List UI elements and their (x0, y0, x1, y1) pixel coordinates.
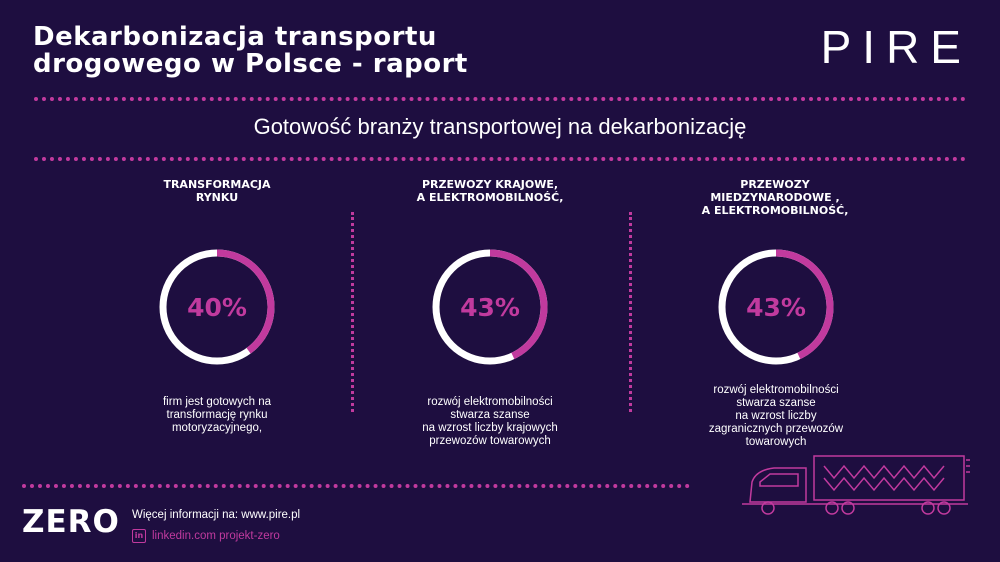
stat-description-2: rozwój elektromobilności stwarza szanse … (390, 396, 590, 448)
donut-value-arc (432, 249, 548, 365)
donut-svg (718, 249, 834, 365)
description-line: stwarza szanse (736, 397, 816, 409)
info-text: Więcej informacji na: www.pire.pl (132, 509, 301, 521)
page-title: Dekarbonizacja transportu drogowego w Po… (33, 24, 653, 78)
description-line: rozwój elektromobilności (713, 384, 839, 396)
linkedin-link[interactable]: in linkedin.com projekt-zero (132, 529, 280, 543)
stat-heading-line: A ELEKTROMOBILNOŚĆ, (416, 191, 564, 204)
divider-middle (34, 157, 966, 161)
stat-heading-line: A ELEKTROMOBILNOŚĆ, (701, 204, 849, 217)
donut-chart-2: 43% (428, 245, 552, 369)
description-line: przewozów towarowych (429, 435, 551, 447)
column-separator-2 (629, 212, 632, 412)
stat-column-1: TRANSFORMACJA RYNKU (82, 178, 352, 218)
donut-value-arc (718, 249, 834, 365)
column-separator-1 (351, 212, 354, 412)
stat-heading-line: MIEDZYNARODOWE , (710, 191, 840, 204)
stat-column-3: PRZEWOZY MIEDZYNARODOWE , A ELEKTROMOBIL… (640, 178, 910, 226)
linkedin-text: linkedin.com projekt-zero (152, 530, 280, 542)
stat-description-1: firm jest gotowych na transformację rynk… (117, 396, 317, 435)
description-line: motoryzacyjnego, (171, 422, 263, 434)
stat-column-2: PRZEWOZY KRAJOWE, A ELEKTROMOBILNOŚĆ, (355, 178, 625, 218)
description-line: stwarza szanse (450, 409, 530, 421)
description-line: firm jest gotowych na (162, 396, 271, 408)
stat-value: 43% (460, 292, 520, 322)
description-line: na wzrost liczby (735, 410, 817, 422)
stat-heading-line: TRANSFORMACJA (163, 178, 271, 191)
description-line: transformację rynku (166, 409, 268, 421)
pire-logo: PIRE (820, 21, 972, 73)
description-line: zagranicznych przewozów (708, 423, 844, 435)
stat-heading: PRZEWOZY KRAJOWE, A ELEKTROMOBILNOŚĆ, (355, 178, 625, 218)
stat-heading-line: PRZEWOZY KRAJOWE, (421, 178, 559, 191)
donut-svg (432, 249, 548, 365)
stat-value: 43% (746, 292, 806, 322)
electric-truck-icon (742, 455, 970, 515)
divider-top (34, 97, 966, 101)
donut-chart-3: 43% (714, 245, 838, 369)
stat-description-3: rozwój elektromobilności stwarza szanse … (676, 384, 876, 449)
description-line: rozwój elektromobilności (427, 396, 553, 408)
section-subtitle: Gotowość branży transportowej na dekarbo… (253, 114, 747, 139)
stat-heading: TRANSFORMACJA RYNKU (82, 178, 352, 218)
stat-heading-line: PRZEWOZY (740, 178, 810, 191)
stat-heading-line: RYNKU (195, 191, 239, 204)
description-line: na wzrost liczby krajowych (422, 422, 558, 434)
zero-logo: ZERO (22, 504, 120, 540)
description-line: towarowych (745, 436, 807, 448)
donut-value-arc (159, 249, 275, 365)
stat-value: 40% (187, 292, 247, 322)
title-line-1: Dekarbonizacja transportu (33, 22, 437, 52)
donut-chart-1: 40% (155, 245, 279, 369)
divider-bottom (22, 484, 690, 488)
donut-svg (159, 249, 275, 365)
title-line-2: drogowego w Polsce - raport (33, 49, 468, 79)
linkedin-icon: in (132, 529, 146, 543)
stat-heading: PRZEWOZY MIEDZYNARODOWE , A ELEKTROMOBIL… (640, 178, 910, 226)
